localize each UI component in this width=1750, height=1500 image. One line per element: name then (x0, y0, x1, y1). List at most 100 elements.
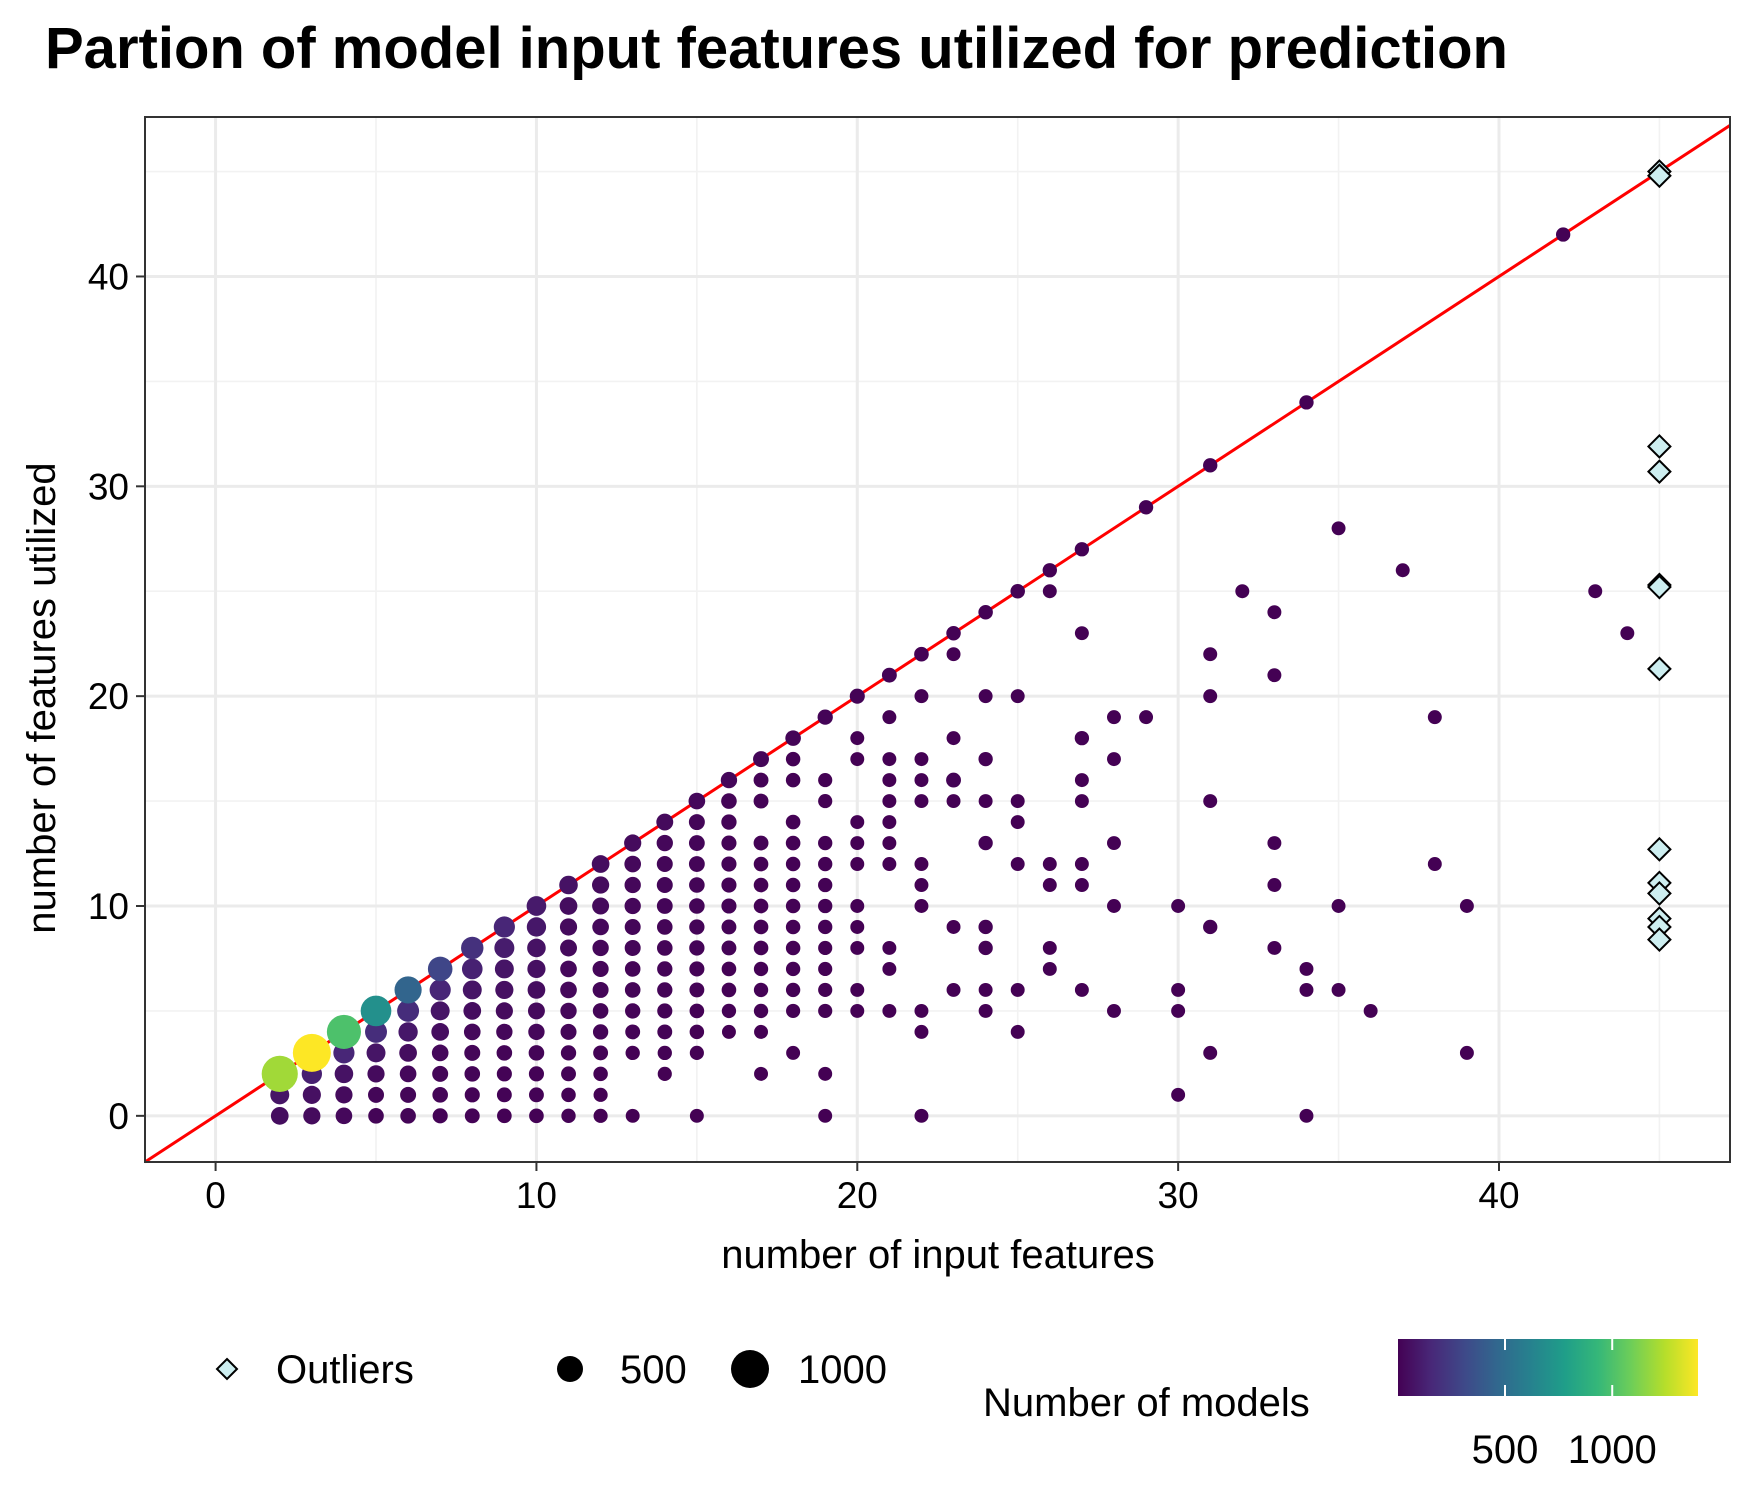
data-point (688, 835, 705, 851)
data-point (914, 752, 929, 767)
data-point (850, 982, 865, 997)
data-point (914, 878, 929, 892)
data-point (625, 1003, 641, 1019)
legend-outliers-label: Outliers (276, 1348, 414, 1392)
data-point (593, 1108, 608, 1123)
data-point (560, 1023, 577, 1040)
data-point (721, 1024, 736, 1039)
data-point (914, 857, 929, 872)
y-tick-label: 20 (88, 676, 129, 717)
y-tick-label: 0 (108, 1096, 129, 1137)
data-point (689, 1045, 704, 1060)
data-point (1203, 919, 1218, 935)
data-point (946, 647, 961, 662)
data-point (818, 877, 833, 893)
y-tick-label: 10 (88, 886, 129, 927)
data-point (292, 1033, 331, 1072)
data-point (462, 980, 482, 1000)
data-point (528, 1066, 544, 1082)
data-point (721, 814, 737, 830)
data-point (785, 940, 801, 956)
data-point (753, 751, 770, 768)
data-point (818, 773, 833, 788)
data-point (656, 813, 674, 831)
data-point (818, 793, 833, 809)
data-point (1171, 899, 1186, 913)
data-point (560, 1045, 577, 1061)
data-point (1138, 500, 1154, 515)
data-point (978, 794, 993, 809)
data-point (818, 1066, 833, 1081)
data-point (1395, 563, 1410, 578)
data-point (721, 919, 737, 935)
data-point (946, 794, 961, 809)
data-point (657, 1066, 672, 1081)
data-point (494, 959, 514, 979)
data-point (753, 772, 769, 788)
data-point (303, 1107, 321, 1125)
y-tick-label: 40 (88, 256, 129, 297)
data-point (946, 731, 961, 746)
data-point (463, 1023, 481, 1041)
data-point (818, 982, 833, 998)
data-point (689, 961, 705, 977)
data-point (1588, 584, 1603, 599)
data-point (1106, 836, 1121, 851)
outlier-point (1646, 656, 1672, 682)
grid (145, 117, 1730, 1162)
data-point (656, 856, 673, 873)
data-point (326, 1014, 361, 1049)
legend: Outliers 500 1000 Number of models 500 1… (215, 1339, 1698, 1472)
data-point (978, 689, 993, 704)
data-point (560, 981, 577, 999)
data-point (1171, 982, 1186, 997)
data-point (881, 667, 897, 683)
data-point (429, 979, 451, 1001)
outlier-point (1646, 836, 1672, 862)
colorbar (1398, 1339, 1698, 1396)
data-point (1299, 982, 1314, 997)
colorbar-tick-500: 500 (1472, 1428, 1539, 1472)
data-point (753, 919, 769, 935)
x-tick-label: 0 (205, 1175, 226, 1216)
data-point (914, 773, 929, 788)
data-point (1203, 1045, 1218, 1060)
x-tick-label: 30 (1158, 1175, 1199, 1216)
data-point (882, 710, 897, 725)
data-point (527, 981, 546, 999)
data-point (978, 919, 993, 935)
data-point (1427, 710, 1442, 725)
data-point (365, 1020, 387, 1043)
data-point (882, 857, 897, 872)
data-point (528, 1023, 545, 1041)
data-point (1267, 836, 1282, 851)
data-point (334, 1064, 354, 1084)
data-point (1171, 1087, 1186, 1102)
data-point (914, 1024, 929, 1039)
data-point (527, 959, 546, 979)
data-point (689, 1108, 704, 1123)
data-point (1010, 689, 1025, 704)
data-point (882, 815, 897, 830)
data-point (914, 794, 929, 809)
data-point (527, 938, 546, 958)
data-point (978, 982, 993, 997)
data-point (432, 1087, 448, 1103)
data-point (1363, 1003, 1378, 1018)
data-point (1267, 940, 1282, 955)
data-point (431, 1023, 450, 1041)
outliers-layer (1646, 159, 1672, 952)
data-point (1010, 857, 1025, 872)
data-point (688, 814, 705, 831)
data-point (1459, 899, 1474, 913)
data-point (786, 1045, 801, 1060)
data-point (335, 1086, 353, 1104)
data-point (656, 919, 673, 935)
data-point (464, 1087, 480, 1103)
data-point (978, 1003, 993, 1018)
data-point (785, 772, 801, 788)
data-point (946, 625, 961, 641)
data-point (493, 916, 515, 938)
data-point (818, 1108, 833, 1123)
data-point (978, 604, 993, 620)
